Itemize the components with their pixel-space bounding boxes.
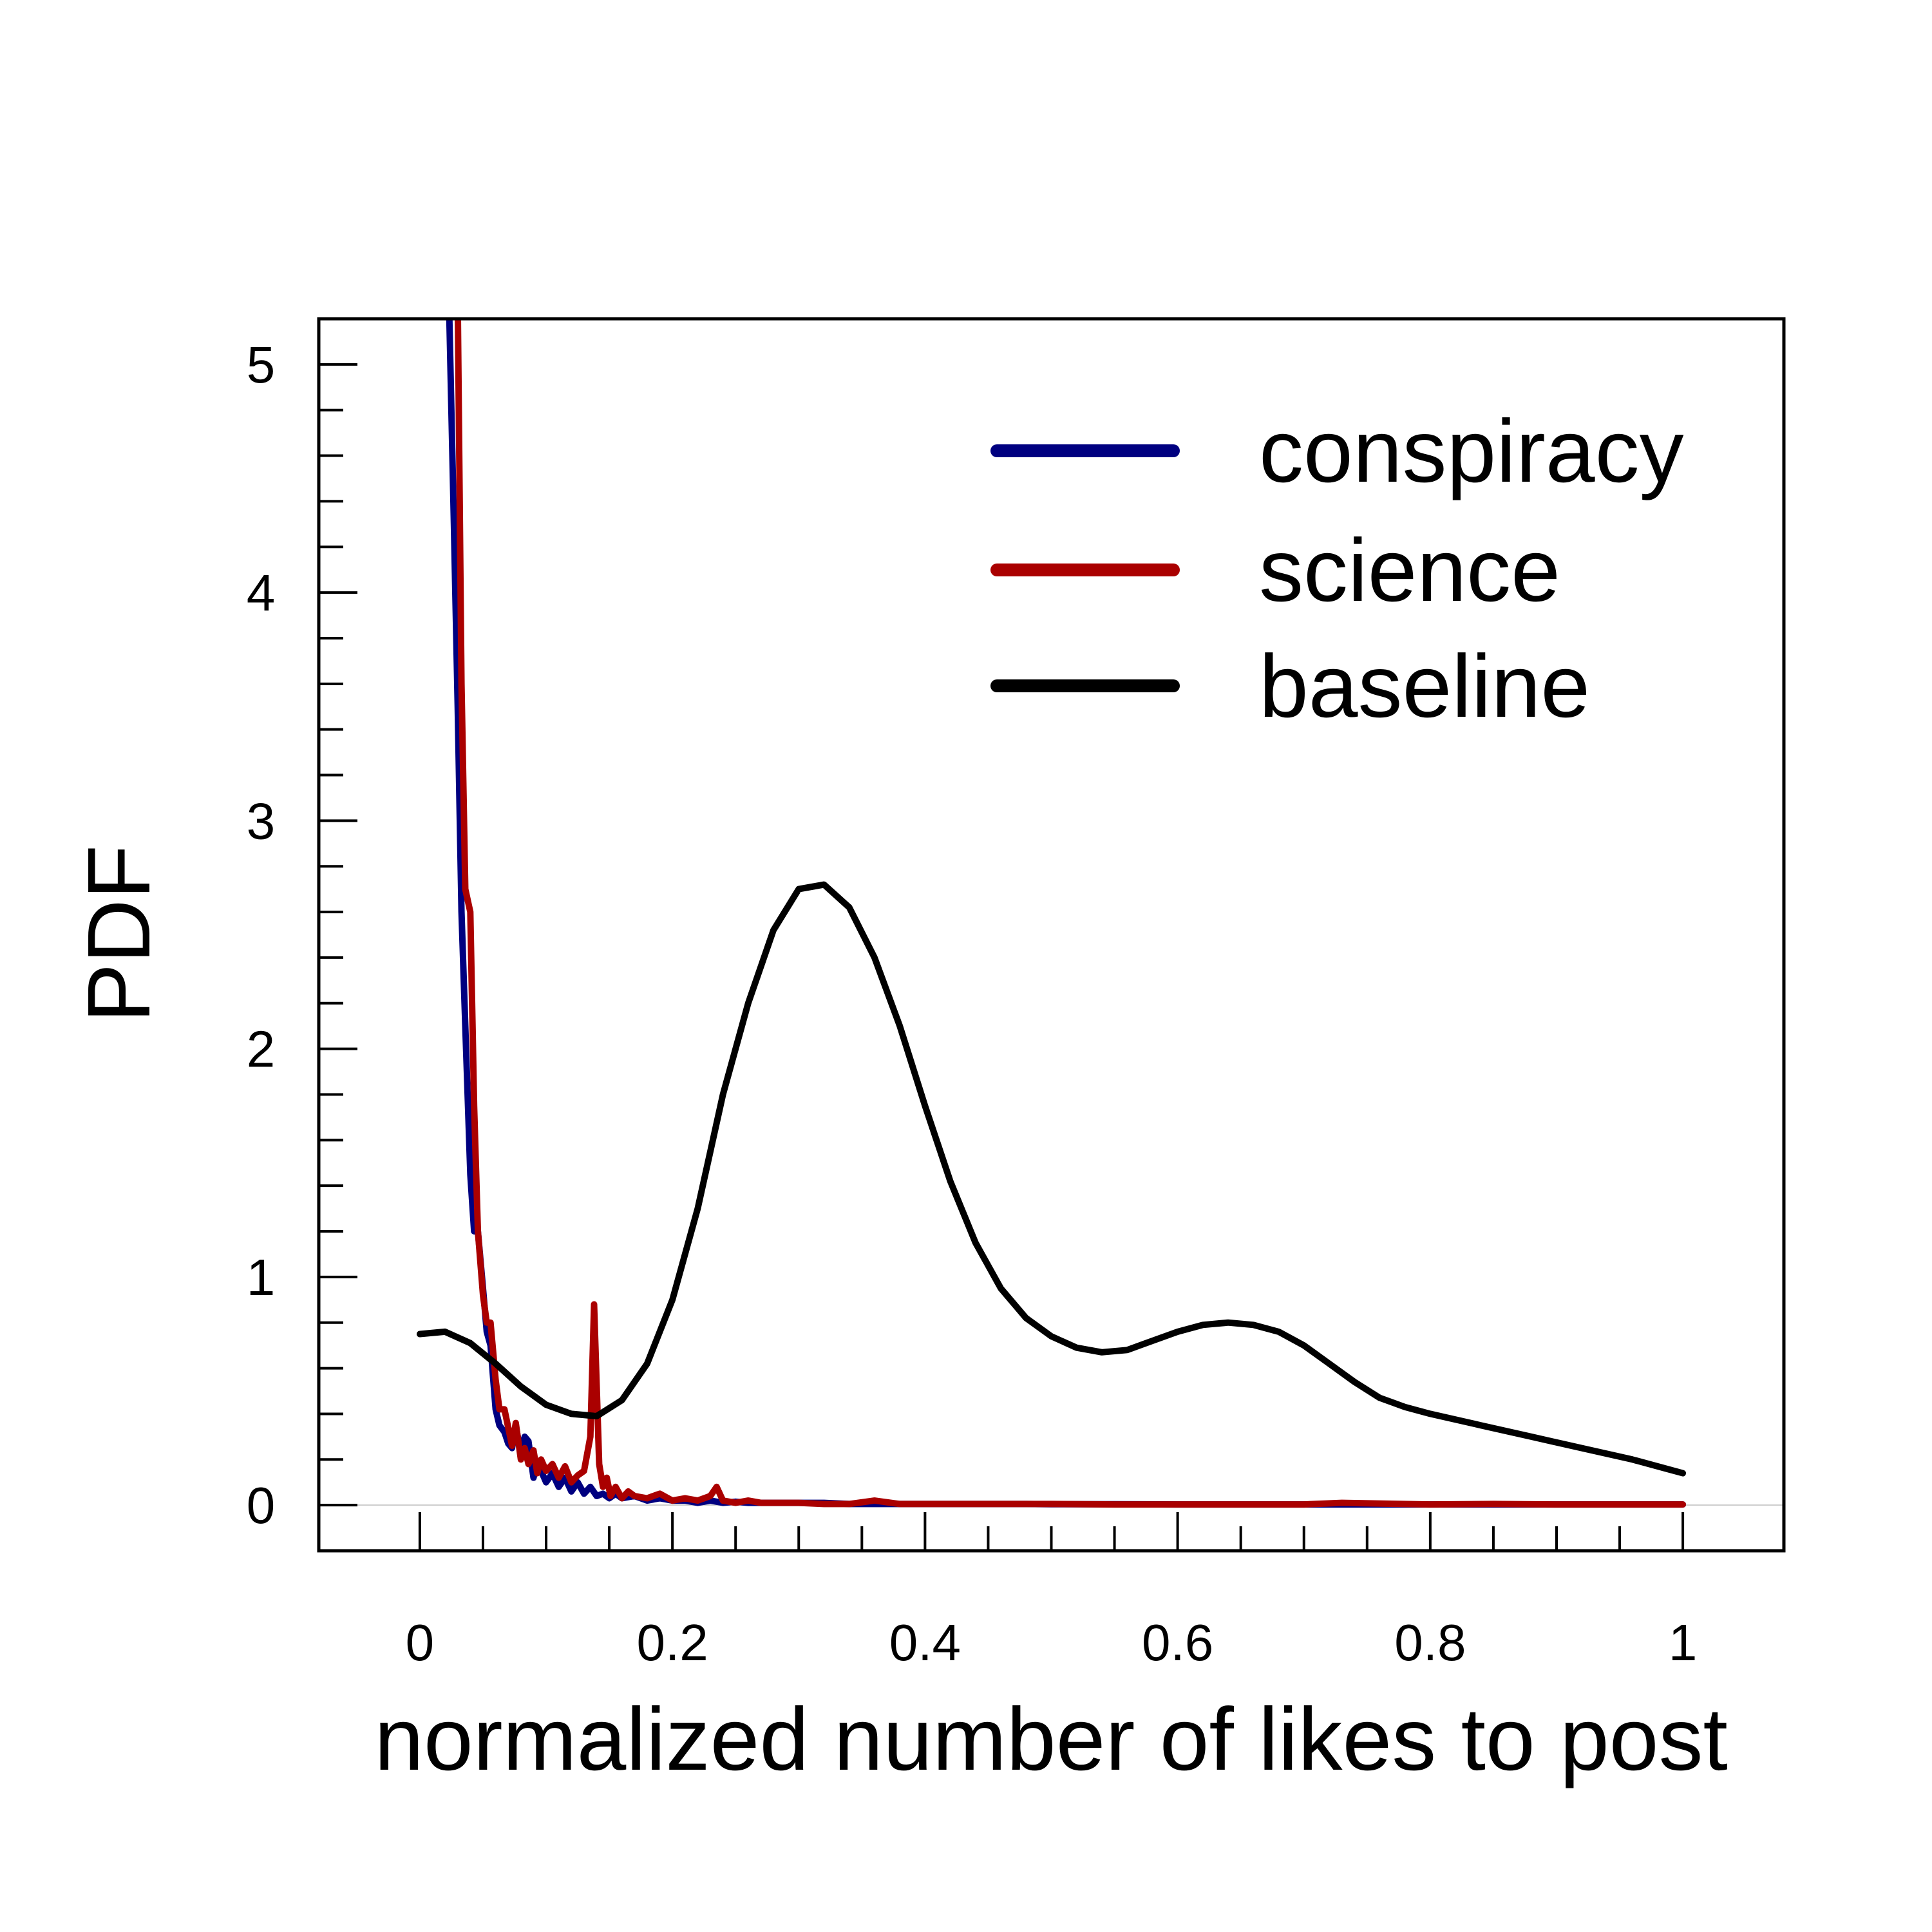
- legend-label-conspiracy: conspiracy: [1259, 402, 1684, 501]
- legend-label-science: science: [1259, 521, 1560, 620]
- x-tick-label: 0.4: [889, 1614, 961, 1671]
- x-tick-label: 0: [406, 1614, 435, 1671]
- legend-label-baseline: baseline: [1259, 637, 1590, 736]
- legend: conspiracy science baseline: [990, 402, 1684, 736]
- x-tick-label: 1: [1669, 1614, 1698, 1671]
- x-axis: 0 0.2 0.4 0.6 0.8 1: [406, 1512, 1698, 1671]
- plot-content: [319, 319, 1784, 1508]
- x-tick-label: 0.2: [637, 1614, 708, 1671]
- y-axis: 0 1 2 3 4 5: [247, 336, 357, 1534]
- y-tick-label: 5: [247, 336, 276, 393]
- x-tick-label: 0.8: [1394, 1614, 1466, 1671]
- x-axis-title: normalized number of likes to post: [374, 1690, 1728, 1789]
- y-tick-label: 0: [247, 1477, 276, 1534]
- y-tick-label: 2: [247, 1021, 276, 1078]
- series-line-baseline: [416, 881, 1687, 1477]
- y-tick-label: 1: [247, 1249, 276, 1306]
- plot-frame: [317, 317, 1786, 1553]
- y-axis-title: PDF: [70, 845, 169, 1023]
- x-tick-label: 0.6: [1142, 1614, 1213, 1671]
- y-tick-label: 4: [247, 564, 276, 621]
- y-tick-label: 3: [247, 792, 276, 849]
- series-line-science: [455, 319, 1687, 1508]
